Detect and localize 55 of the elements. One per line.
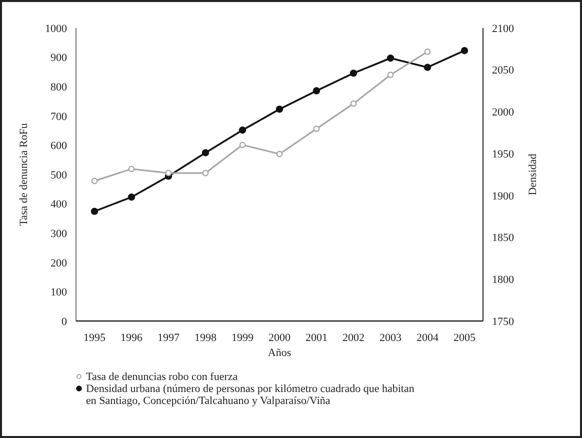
y2-tick-label: 2000 (492, 106, 514, 119)
y-tick-label: 400 (50, 198, 68, 211)
point (276, 150, 283, 158)
y2-tick-label: 2050 (492, 64, 514, 77)
point (313, 126, 320, 132)
x-tick-label: 1995 (84, 332, 106, 344)
point (202, 149, 210, 156)
x-tick-label: 2005 (454, 332, 476, 344)
y2-tick-label: 2100 (492, 22, 514, 35)
point (276, 106, 284, 113)
point (460, 47, 468, 54)
point (424, 48, 431, 55)
y-tick-label: 200 (50, 257, 68, 270)
x-tick-label: 1996 (120, 332, 143, 344)
y-tick-label: 1000 (45, 22, 68, 35)
y-tick-label: 500 (50, 169, 68, 182)
point (350, 100, 357, 107)
legend-label: Densidad urbana (número de personas por kilómetro cuadrado que habitan en Santiago, Concepción/Talcahuano y Valparaíso/Viña (86, 383, 415, 407)
y2-axis-title: Densidad (527, 153, 539, 196)
point (386, 54, 394, 62)
point (91, 178, 98, 184)
y2-tick-label: 1950 (492, 148, 514, 160)
x-tick-label: 2001 (306, 332, 328, 344)
point (128, 194, 136, 201)
y2-tick-label: 1850 (492, 232, 514, 244)
point (312, 87, 320, 94)
y-tick-label: 300 (50, 228, 68, 240)
point (90, 208, 98, 215)
y-tick-label: 900 (50, 52, 68, 64)
x-tick-label: 1999 (232, 332, 254, 344)
point (238, 126, 246, 134)
x-tick-label: 1997 (158, 332, 180, 344)
x-tick-label: 1998 (194, 332, 217, 344)
x-tick-label: 2004 (416, 332, 439, 344)
y-axis-title: Tasa de denuncia RoFu (18, 122, 30, 226)
y-tick-label: 800 (50, 81, 68, 94)
point (424, 64, 432, 71)
x-tick-label: 2000 (268, 332, 291, 344)
x-tick-label: 2003 (380, 332, 402, 344)
point (165, 170, 172, 176)
point (202, 170, 209, 176)
y-tick-label: 100 (50, 286, 68, 299)
y2-tick-label: 1900 (492, 190, 514, 202)
x-tick-label: 2002 (342, 332, 364, 344)
point (350, 70, 358, 77)
y-tick-label: 0 (62, 316, 68, 328)
point (128, 166, 135, 172)
y-tick-label: 600 (50, 140, 68, 152)
y-tick-label: 700 (50, 110, 68, 123)
point (239, 142, 246, 148)
x-axis-title: Años (268, 347, 292, 359)
y2-tick-label: 1750 (492, 316, 514, 328)
legend-label: Tasa de denuncias robo con fuerza (86, 371, 238, 383)
point (387, 72, 394, 78)
y2-tick-label: 1800 (492, 274, 514, 286)
